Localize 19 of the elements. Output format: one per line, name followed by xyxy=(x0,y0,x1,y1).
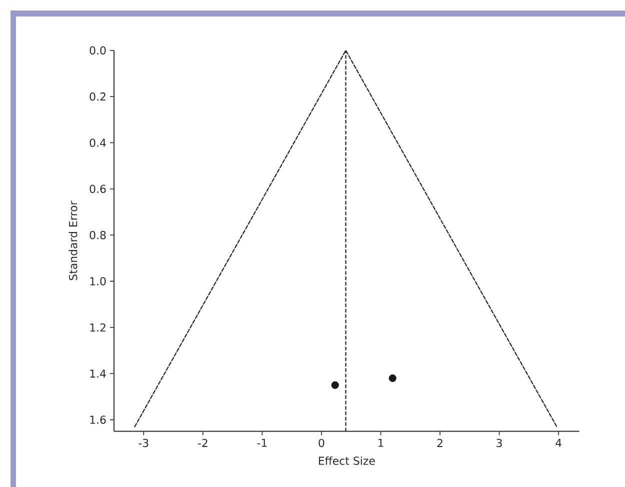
x-tick-label: -1 xyxy=(257,438,267,447)
y-tick-label: 0.2 xyxy=(90,92,106,101)
y-tick-label: 1.4 xyxy=(90,370,106,378)
y-axis-title: Standard Error xyxy=(68,200,78,280)
x-tick-label: 3 xyxy=(496,438,502,448)
y-tick-label: 1.0 xyxy=(90,277,106,286)
x-tick-label: 4 xyxy=(556,438,562,447)
x-tick-label: 2 xyxy=(437,438,442,447)
y-tick-label: 1.2 xyxy=(90,323,106,332)
x-tick-label: -3 xyxy=(138,438,148,448)
y-tick-label: 0.4 xyxy=(90,138,106,147)
x-tick-label: 1 xyxy=(378,438,384,447)
x-axis-title: Effect Size xyxy=(318,456,375,465)
y-tick-label: 0.0 xyxy=(90,46,106,55)
x-tick-label: -2 xyxy=(198,438,208,447)
y-tick-label: 1.6 xyxy=(90,416,106,424)
y-tick-label: 0.8 xyxy=(90,230,106,240)
x-tick-label: 0 xyxy=(318,438,324,448)
y-tick-label: 0.6 xyxy=(90,184,106,194)
